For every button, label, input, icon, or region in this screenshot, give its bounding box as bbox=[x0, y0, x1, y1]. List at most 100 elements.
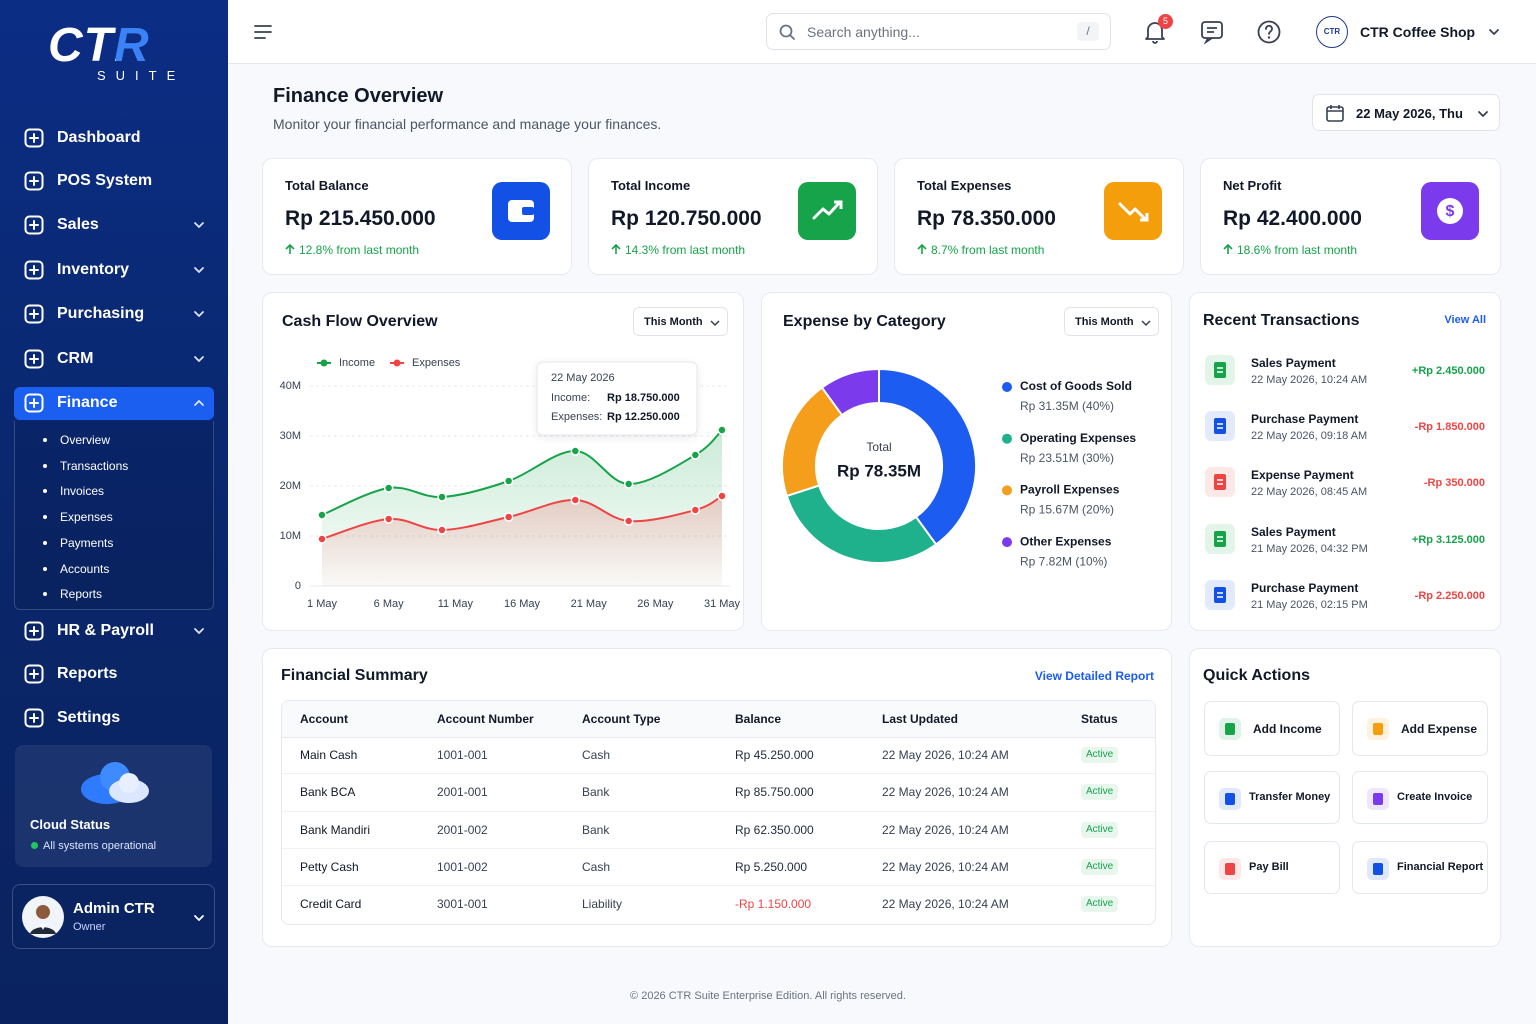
nav-label[interactable]: POS System bbox=[57, 172, 153, 189]
quick-actions-card: Quick Actions Add Income Add Expense Transf… bbox=[1189, 648, 1501, 947]
nav-label[interactable]: HR & Payroll bbox=[57, 622, 154, 639]
view-all-link[interactable]: View All bbox=[1444, 314, 1486, 326]
submenu-dot bbox=[43, 592, 47, 597]
submenu: Overview Transactions Invoices Expenses Paym… bbox=[14, 421, 214, 610]
table-cell: 22 May 2026, 10:24 AM bbox=[882, 822, 1009, 837]
status-badge: Active bbox=[1081, 747, 1119, 763]
date-text: 22 May 2026, Thu bbox=[1356, 106, 1463, 121]
submenu-dot bbox=[43, 463, 47, 468]
quick-action-icon bbox=[1367, 788, 1389, 810]
quick-action-button[interactable]: Add Expense bbox=[1352, 701, 1488, 756]
summary-table: Account Account Number Account Type Balance… bbox=[281, 700, 1156, 925]
quick-action-button[interactable]: Transfer Money bbox=[1204, 771, 1340, 824]
filter-chevron bbox=[710, 320, 720, 327]
nav-label[interactable]: Finance bbox=[57, 394, 118, 411]
quick-action-button[interactable]: Financial Report bbox=[1352, 841, 1488, 894]
row-divider bbox=[282, 885, 1155, 887]
table-cell: 22 May 2026, 10:24 AM bbox=[882, 748, 1009, 762]
kpi-icon bbox=[1104, 182, 1162, 240]
status-badge: Active bbox=[1081, 821, 1119, 838]
status-dot bbox=[31, 842, 38, 849]
logo-sub: SUITE bbox=[97, 68, 186, 83]
transaction-amount: +Rp 3.125.000 bbox=[1411, 533, 1485, 546]
status-badge: Active bbox=[1081, 896, 1119, 913]
submenu-item[interactable]: Invoices bbox=[60, 484, 105, 499]
kpi-change: 14.3% from last month bbox=[625, 243, 746, 257]
kpi-up-arrow bbox=[285, 243, 295, 254]
quick-action-icon bbox=[1219, 718, 1241, 740]
detailed-report-link[interactable]: View Detailed Report bbox=[1034, 669, 1154, 683]
nav-label[interactable]: Reports bbox=[57, 665, 118, 682]
quick-action-button[interactable]: Add Income bbox=[1204, 701, 1340, 756]
nav-icon bbox=[24, 128, 44, 148]
user-avatar bbox=[22, 896, 64, 938]
submenu-item[interactable]: Accounts bbox=[60, 561, 110, 576]
expense-card: Expense by Category This Month bbox=[761, 292, 1172, 631]
table-cell: 1001-001 bbox=[437, 748, 488, 762]
nav-label[interactable]: Dashboard bbox=[57, 129, 141, 146]
status-badge: Active bbox=[1081, 858, 1119, 875]
transaction-title: Purchase Payment bbox=[1251, 412, 1359, 427]
quick-action-icon bbox=[1367, 858, 1389, 880]
summary-card: Financial Summary View Detailed Report Acc… bbox=[262, 648, 1172, 947]
nav-label[interactable]: Sales bbox=[57, 216, 99, 233]
card-title: Expense by Category bbox=[783, 313, 946, 330]
user-chevron[interactable] bbox=[193, 913, 205, 923]
search-box[interactable]: Search anything... / bbox=[766, 13, 1111, 50]
submenu-dot bbox=[43, 489, 47, 494]
transaction-icon bbox=[1205, 411, 1235, 442]
kpi-card: Total Expenses Rp 78.350.000 8.7% from las… bbox=[894, 158, 1184, 275]
kpi-label: Total Income bbox=[611, 178, 691, 193]
transaction-icon bbox=[1205, 467, 1235, 498]
transaction-icon bbox=[1205, 523, 1235, 554]
kpi-card: Net Profit Rp 42.400.000 18.6% from last m… bbox=[1200, 158, 1501, 275]
row-divider bbox=[282, 810, 1155, 812]
submenu-item[interactable]: Overview bbox=[60, 433, 111, 447]
submenu-item[interactable]: Expenses bbox=[60, 510, 113, 525]
table-cell: Petty Cash bbox=[300, 859, 359, 874]
nav-chevron bbox=[194, 628, 204, 634]
nav-chevron bbox=[194, 311, 204, 317]
nav-label[interactable]: Settings bbox=[57, 709, 121, 726]
date-picker[interactable]: 22 May 2026, Thu bbox=[1312, 94, 1500, 131]
submenu-item[interactable]: Transactions bbox=[60, 458, 129, 473]
nav-icon bbox=[24, 304, 44, 324]
chat-icon[interactable] bbox=[1201, 21, 1223, 45]
kpi-label: Total Balance bbox=[285, 178, 369, 193]
kpi-label: Net Profit bbox=[1223, 178, 1282, 193]
quick-action-button[interactable]: Create Invoice bbox=[1352, 771, 1488, 824]
quick-action-icon bbox=[1367, 718, 1389, 740]
topbar: Search anything... / 5 CTR CTR Coffee Shop bbox=[228, 0, 1536, 64]
kpi-value: Rp 215.450.000 bbox=[285, 207, 436, 230]
quick-action-label: Add Income bbox=[1253, 722, 1322, 736]
transaction-icon bbox=[1205, 355, 1235, 385]
menu-icon[interactable] bbox=[254, 25, 272, 39]
filter-dropdown[interactable]: This Month bbox=[1064, 307, 1159, 336]
table-header-bg bbox=[282, 701, 1155, 738]
shop-chevron[interactable] bbox=[1488, 27, 1500, 37]
footer: © 2026 CTR Suite Enterprise Edition. All… bbox=[630, 990, 906, 1002]
page-subtitle: Monitor your financial performance and m… bbox=[273, 116, 662, 132]
help-icon[interactable] bbox=[1257, 20, 1281, 44]
table-cell: Bank Mandiri bbox=[300, 822, 371, 837]
table-cell: 2001-001 bbox=[437, 785, 488, 800]
notification-badge: 5 bbox=[1162, 16, 1168, 26]
logo: CTR bbox=[48, 19, 150, 72]
table-cell: Liability bbox=[582, 897, 623, 912]
submenu-item[interactable]: Payments bbox=[60, 535, 114, 550]
quick-action-button[interactable]: Pay Bill bbox=[1204, 841, 1340, 894]
table-cell: Rp 85.750.000 bbox=[735, 785, 814, 800]
shop-name[interactable]: CTR Coffee Shop bbox=[1360, 24, 1476, 40]
nav-label[interactable]: Inventory bbox=[57, 261, 130, 278]
transaction-title: Sales Payment bbox=[1251, 524, 1336, 539]
nav-label[interactable]: Purchasing bbox=[57, 305, 145, 322]
filter-dropdown[interactable]: This Month bbox=[633, 307, 728, 336]
shop-avatar: CTR bbox=[1323, 27, 1341, 36]
nav-label[interactable]: CRM bbox=[57, 350, 94, 367]
nav-icon bbox=[24, 171, 44, 191]
calendar-icon bbox=[1326, 105, 1344, 122]
table-cell: Rp 45.250.000 bbox=[735, 748, 814, 762]
nav-icon bbox=[24, 708, 44, 728]
nav-icon bbox=[24, 349, 44, 369]
submenu-item[interactable]: Reports bbox=[60, 587, 103, 602]
